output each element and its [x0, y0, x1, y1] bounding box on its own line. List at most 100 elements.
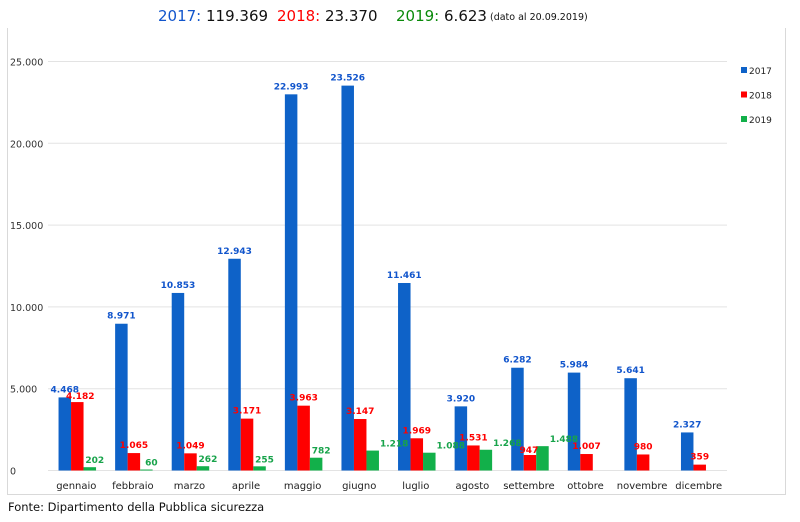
data-label-2018: 1.531 — [459, 433, 487, 443]
data-label-2019: 1.088 — [437, 442, 465, 452]
bar-2018-aprile — [240, 418, 254, 471]
x-tick-label: agosto — [455, 481, 489, 492]
bar-2018-dicembre — [693, 464, 706, 471]
legend-label-2017: 2017 — [749, 67, 772, 77]
data-label-2017: 23.526 — [330, 74, 365, 84]
data-label-2018: 947 — [520, 446, 539, 456]
x-tick-label: marzo — [174, 481, 205, 492]
bar-2018-settembre — [523, 455, 537, 471]
bar-2017-gennaio — [58, 397, 72, 471]
bar-2018-marzo — [184, 453, 197, 471]
bar-2018-luglio — [410, 438, 424, 471]
bar-2017-aprile — [228, 258, 241, 471]
y-tick-label: 15.000 — [10, 221, 43, 232]
bar-2019-settembre — [536, 446, 549, 471]
data-label-2017: 5.641 — [616, 366, 644, 376]
bar-2019-marzo — [196, 466, 210, 471]
bar-2018-giugno — [353, 419, 367, 471]
bar-2019-gennaio — [83, 467, 97, 471]
data-label-2017: 8.971 — [107, 312, 135, 322]
total-2019: 2019: 6.623 — [396, 7, 487, 25]
data-label-2019: 782 — [312, 447, 331, 457]
bar-2018-agosto — [467, 445, 480, 471]
legend-swatch-2019 — [741, 116, 747, 122]
x-tick-label: novembre — [617, 481, 668, 492]
data-label-2018: 359 — [690, 453, 709, 463]
bar-2018-febbraio — [127, 453, 141, 471]
x-tick-label: febbraio — [112, 481, 154, 492]
bar-2017-marzo — [171, 292, 185, 471]
legend-swatch-2017 — [741, 67, 747, 73]
data-label-2018: 4.182 — [66, 392, 94, 402]
bar-2017-ottobre — [567, 372, 581, 471]
legend: 2017 2018 2019 — [741, 67, 772, 126]
data-label-2017: 5.984 — [560, 361, 588, 371]
data-label-2019: 1.488 — [550, 435, 578, 445]
x-tick-label: gennaio — [56, 481, 96, 492]
x-tick-label: aprile — [232, 481, 260, 492]
bars — [58, 85, 706, 471]
total-2017: 2017: 119.369 — [158, 7, 268, 25]
legend-label-2019: 2019 — [749, 116, 772, 126]
data-label-2017: 2.327 — [673, 420, 701, 430]
data-label-2018: 3.963 — [289, 394, 317, 404]
legend-label-2018: 2018 — [749, 92, 772, 102]
x-tick-label: settembre — [503, 481, 555, 492]
data-label-2017: 4.468 — [51, 385, 79, 395]
total-2018-year: 2018: — [277, 7, 321, 25]
x-axis: gennaio febbraio marzo aprile maggio giugno lu… — [56, 481, 722, 492]
bar-2017-febbraio — [115, 323, 128, 471]
source-note: Fonte: Dipartimento della Pubblica sicur… — [8, 500, 265, 514]
data-label-2019: 262 — [199, 455, 218, 465]
bar-2017-dicembre — [680, 432, 694, 471]
data-label-2017: 12.943 — [217, 247, 252, 257]
bar-2019-febbraio — [140, 469, 153, 471]
bar-2019-agosto — [479, 449, 493, 471]
x-tick-label: maggio — [284, 481, 321, 492]
data-label-2019: 60 — [145, 459, 158, 469]
legend-swatch-2018 — [741, 91, 747, 98]
data-label-2017: 11.461 — [387, 271, 422, 281]
data-label-2019: 202 — [85, 456, 104, 466]
data-label-2018: 1.007 — [572, 442, 600, 452]
bar-2017-novembre — [624, 378, 637, 471]
data-label-2017: 3.920 — [447, 394, 475, 404]
bar-2017-maggio — [284, 94, 298, 471]
bar-2018-gennaio — [71, 402, 84, 471]
x-tick-label: giugno — [342, 481, 376, 492]
total-2019-year: 2019: — [396, 7, 440, 25]
bar-2017-giugno — [341, 85, 354, 471]
data-label-2018: 3.147 — [346, 407, 374, 417]
data-label-2018: 1.049 — [176, 441, 204, 451]
data-date-note: (dato al 20.09.2019) — [490, 12, 588, 23]
data-label-2019: 255 — [255, 455, 274, 465]
data-label-2017: 22.993 — [274, 82, 309, 92]
bar-2018-maggio — [297, 405, 310, 471]
chart-header: 2017: 119.369 2018: 23.370 2019: 6.623 (… — [0, 3, 800, 29]
y-tick-label: 25.000 — [10, 58, 43, 69]
y-tick-label: 5.000 — [10, 385, 37, 396]
x-tick-label: dicembre — [675, 481, 722, 492]
total-2017-value: 119.369 — [206, 7, 269, 25]
data-label-2019: 1.218 — [380, 440, 408, 450]
bar-2017-settembre — [511, 367, 524, 471]
total-2017-year: 2017: — [158, 7, 202, 25]
data-label-2018: 3.171 — [233, 407, 261, 417]
bar-2019-aprile — [253, 466, 266, 471]
total-2018-value: 23.370 — [325, 7, 378, 25]
data-label-2017: 6.282 — [503, 356, 531, 366]
x-tick-label: ottobre — [567, 481, 603, 492]
gridlines — [48, 61, 727, 471]
bar-2019-maggio — [309, 457, 323, 471]
data-label-2017: 10.853 — [161, 281, 196, 291]
bar-2017-luglio — [398, 282, 411, 471]
bar-2019-giugno — [366, 450, 379, 471]
data-label-2018: 1.969 — [403, 426, 431, 436]
bar-2017-agosto — [454, 406, 468, 471]
y-tick-label: 20.000 — [10, 139, 43, 150]
bar-2018-novembre — [636, 454, 650, 471]
total-2019-value: 6.623 — [444, 7, 487, 25]
x-tick-label: luglio — [402, 481, 429, 492]
